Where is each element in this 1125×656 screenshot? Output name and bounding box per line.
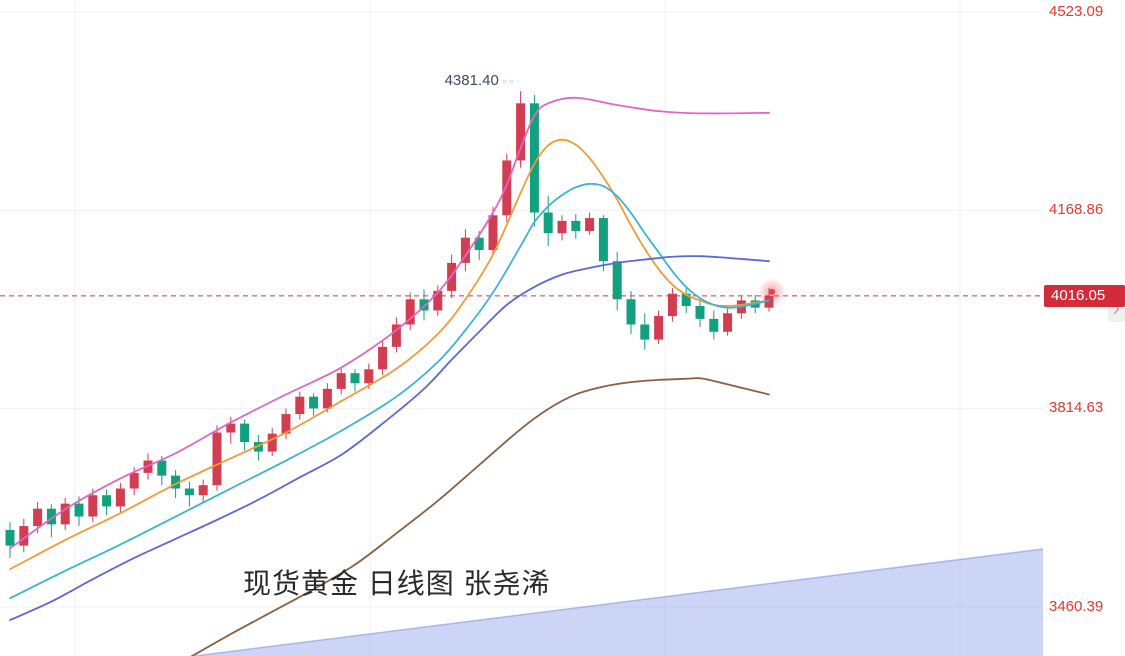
candle <box>557 215 567 241</box>
candle <box>60 498 70 530</box>
candles <box>5 91 774 558</box>
grid <box>0 0 1043 656</box>
price-axis-label: 3460.39 <box>1049 597 1104 615</box>
candle <box>723 307 733 336</box>
candle <box>709 310 719 340</box>
candle <box>419 289 429 321</box>
price-axis-label: 4168.86 <box>1049 200 1104 218</box>
candle <box>295 391 305 420</box>
candle <box>640 313 650 350</box>
candle <box>309 393 319 416</box>
candle <box>626 290 636 334</box>
candle <box>267 428 277 457</box>
candle <box>88 488 98 523</box>
ma-pink-line <box>9 96 770 550</box>
candle <box>654 310 664 345</box>
candle <box>378 341 388 375</box>
candle <box>695 299 705 328</box>
ma-orange-line <box>9 138 770 571</box>
candle <box>543 195 553 247</box>
peak-high-value: 4381.40 <box>444 72 499 90</box>
candle <box>350 369 360 392</box>
candle <box>157 456 167 486</box>
price-axis[interactable]: 4016.05 › 4523.09 4168.86 3814.63 3460.39 <box>1043 0 1125 656</box>
candle <box>585 212 595 235</box>
peak-high-label: 4381.40 ▫▫ <box>445 72 516 89</box>
candle <box>212 425 222 491</box>
latest-price-glow <box>758 277 786 306</box>
candle <box>488 206 498 255</box>
candle <box>571 214 581 239</box>
candle <box>516 91 526 168</box>
current-price-badge: 4016.05 <box>1044 284 1125 307</box>
candle <box>598 215 608 272</box>
peak-marker-icon: ▫▫ <box>502 74 516 89</box>
candle <box>681 286 691 314</box>
candle <box>391 317 401 353</box>
candle <box>226 416 236 444</box>
candle <box>667 288 677 322</box>
candle <box>336 367 346 395</box>
ma-blue-line <box>9 255 770 621</box>
candle <box>240 419 250 451</box>
candle <box>184 481 194 507</box>
candle <box>405 292 415 331</box>
candle <box>115 482 125 513</box>
price-axis-label: 3814.63 <box>1049 399 1104 417</box>
candle <box>502 153 512 223</box>
candle <box>322 383 332 413</box>
candle <box>612 251 622 311</box>
candle <box>198 479 208 502</box>
candle <box>460 229 470 272</box>
candle <box>102 489 112 515</box>
candle <box>5 522 15 558</box>
ma-brown-line <box>190 377 770 656</box>
candle <box>253 434 263 461</box>
candle <box>433 285 443 317</box>
price-axis-label: 4523.09 <box>1049 2 1104 20</box>
trend-zone <box>194 548 1043 656</box>
candle <box>19 518 29 553</box>
candle <box>281 408 291 440</box>
ma-cyan-line <box>9 182 770 600</box>
candle <box>46 504 56 538</box>
